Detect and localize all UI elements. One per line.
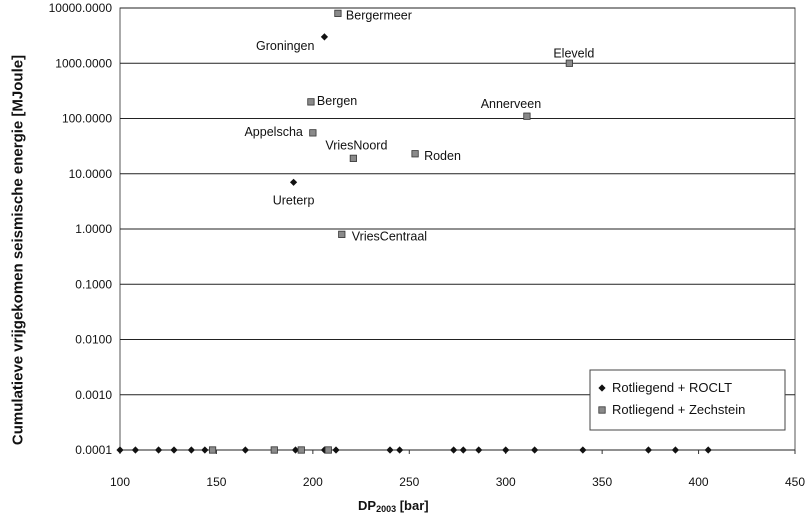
data-label: VriesNoord <box>325 138 387 152</box>
x-axis-label-subscript: 2003 <box>376 504 397 514</box>
data-label: Roden <box>424 149 461 163</box>
data-point-rocl <box>332 446 340 454</box>
y-tick-label: 1.0000 <box>75 222 112 236</box>
data-point-rocl <box>502 446 510 454</box>
data-point-zechstein <box>309 129 317 137</box>
legend-entry: Rotliegend + Zechstein <box>612 402 745 417</box>
x-axis-label-unit: [bar] <box>396 498 429 513</box>
legend-entry: Rotliegend + ROCLT <box>612 380 732 395</box>
data-point-rocl <box>396 446 404 454</box>
data-point-rocl <box>644 446 653 454</box>
data-point-rocl <box>386 446 394 454</box>
data-point-rocl <box>459 446 467 454</box>
data-point-rocl <box>116 446 124 454</box>
data-label: Ureterp <box>273 193 315 207</box>
y-axis-label: Cumulatieve vrijgekomen seismische energ… <box>9 54 27 446</box>
data-label: Bergermeer <box>346 8 412 22</box>
y-tick-label: 0.1000 <box>75 277 112 291</box>
data-point-zechstein <box>307 98 315 106</box>
data-point-rocl <box>187 446 195 454</box>
y-tick-label: 10.0000 <box>69 167 113 181</box>
data-label: Bergen <box>317 94 357 108</box>
x-tick-label: 100 <box>110 475 130 489</box>
data-point-rocl <box>475 446 483 454</box>
data-point-zechstein <box>411 150 419 158</box>
data-point-rocl <box>291 446 300 454</box>
x-axis-label: DP2003 [bar] <box>358 498 429 514</box>
y-tick-label: 0.0010 <box>75 388 112 402</box>
data-point-zechstein <box>523 112 531 120</box>
data-label: VriesCentraal <box>352 229 427 243</box>
y-tick-label: 10000.0000 <box>49 1 113 15</box>
y-tick-label: 0.0100 <box>75 333 112 347</box>
x-tick-label: 350 <box>592 475 612 489</box>
data-point-zechstein <box>297 446 305 454</box>
legend-marker-square <box>598 406 606 414</box>
x-tick-label: 250 <box>399 475 419 489</box>
data-point-rocl <box>579 446 587 454</box>
legend-box <box>589 369 786 431</box>
data-point-zechstein <box>349 154 357 162</box>
data-point-rocl <box>531 446 539 454</box>
legend-marker-diamond <box>598 384 606 392</box>
data-point-zechstein <box>324 446 332 454</box>
data-point-rocl <box>671 446 680 454</box>
y-axis-label-container: Cumulatieve vrijgekomen seismische energ… <box>6 40 30 460</box>
x-tick-label: 400 <box>689 475 709 489</box>
y-tick-label: 100.0000 <box>62 112 112 126</box>
data-point-rocl <box>170 446 178 454</box>
data-point-rocl <box>704 446 712 454</box>
data-label: Appelscha <box>244 125 302 139</box>
data-point-rocl <box>320 33 329 41</box>
data-label: Eleveld <box>553 46 594 60</box>
y-tick-label: 0.0001 <box>75 443 112 457</box>
data-point-rocl <box>289 178 298 186</box>
data-label: Annerveen <box>481 97 542 111</box>
data-point-rocl <box>201 446 209 454</box>
x-tick-label: 300 <box>496 475 516 489</box>
x-tick-label: 200 <box>303 475 323 489</box>
data-point-zechstein <box>270 446 278 454</box>
y-tick-label: 1000.0000 <box>55 56 112 70</box>
data-label: Groningen <box>256 39 314 53</box>
data-point-rocl <box>450 446 458 454</box>
x-tick-label: 450 <box>785 475 805 489</box>
data-point-zechstein <box>565 59 573 67</box>
data-point-zechstein <box>334 9 342 17</box>
data-point-rocl <box>154 446 163 454</box>
data-point-rocl <box>241 446 249 454</box>
data-point-zechstein <box>208 446 217 454</box>
x-axis-label-main: DP <box>358 498 377 513</box>
data-point-rocl <box>131 446 140 454</box>
data-point-zechstein <box>338 230 346 238</box>
x-tick-label: 150 <box>206 475 226 489</box>
